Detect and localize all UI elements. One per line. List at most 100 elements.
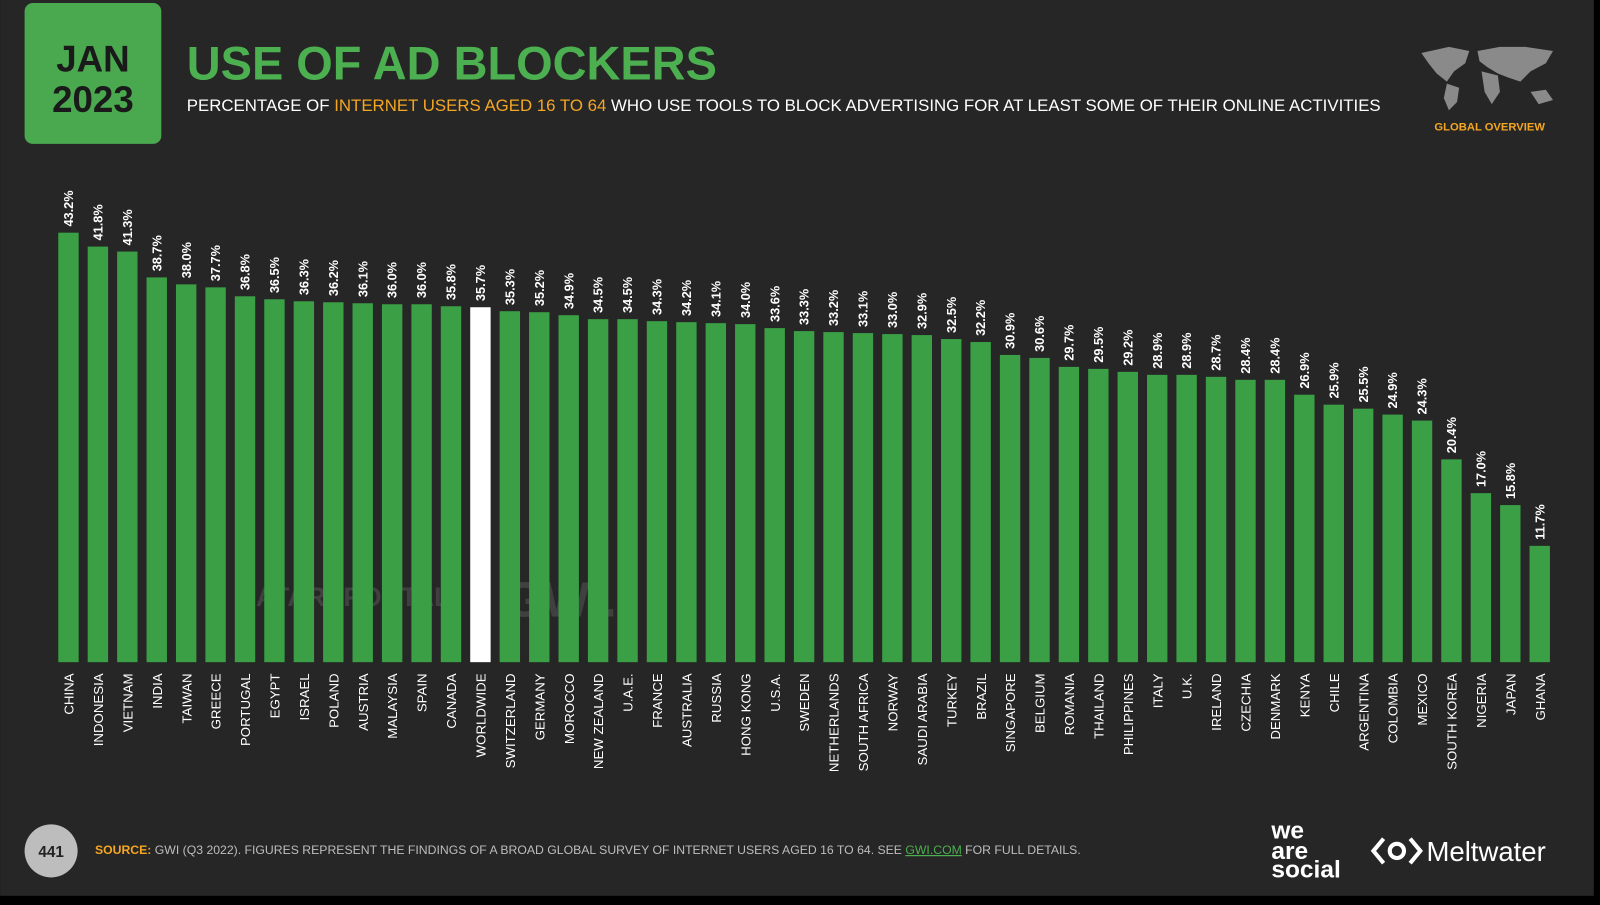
bar [793, 331, 815, 663]
date-year: 2023 [52, 79, 134, 120]
data-label: 36.1% [355, 261, 370, 297]
x-tick-label: ARGENTINA [1356, 673, 1371, 750]
bar [1352, 408, 1374, 663]
bar [676, 322, 697, 663]
data-label: 24.9% [1385, 372, 1400, 408]
x-tick-label: NEW ZEALAND [591, 673, 606, 769]
subtitle-part: WHO USE TOOLS TO BLOCK ADVERTISING FOR A… [606, 96, 1380, 115]
bar [264, 299, 285, 663]
bar [499, 311, 521, 663]
data-label: 36.2% [326, 260, 341, 296]
data-label: 34.0% [738, 282, 753, 318]
data-label: 11.7% [1532, 504, 1547, 539]
bar [1500, 505, 1521, 663]
bar [764, 328, 785, 663]
data-label: 24.3% [1415, 378, 1430, 414]
bar [911, 335, 933, 663]
data-label: 28.4% [1267, 338, 1282, 374]
data-label: 36.0% [385, 262, 400, 298]
data-label: 36.8% [238, 254, 253, 290]
x-tick-label: WORLDWIDE [474, 673, 489, 757]
x-tick-label: SOUTH AFRICA [856, 673, 871, 771]
x-tick-label: HONG KONG [738, 673, 753, 755]
x-tick-label: JAPAN [1503, 673, 1518, 715]
bar [175, 284, 197, 663]
x-tick-label: EGYPT [268, 673, 283, 718]
source-label: SOURCE: [95, 843, 151, 857]
source-end: FOR FULL DETAILS. [962, 843, 1081, 857]
x-tick-label: TURKEY [944, 673, 959, 727]
bar [117, 251, 138, 663]
bar [205, 287, 226, 663]
x-tick-label: ITALY [1150, 673, 1165, 708]
x-tick-label: AUSTRALIA [680, 673, 695, 747]
data-label: 38.0% [179, 242, 194, 278]
x-tick-label: MALAYSIA [385, 673, 400, 738]
data-label: 29.2% [1120, 330, 1135, 366]
x-tick-label: GREECE [209, 673, 224, 729]
data-label: 34.5% [591, 277, 606, 313]
bar [1382, 414, 1403, 663]
logo-meltwater: Meltwater [1426, 836, 1545, 867]
x-tick-label: INDONESIA [91, 673, 106, 746]
data-label: 35.3% [502, 269, 517, 305]
bar [1235, 379, 1256, 663]
bar [1205, 376, 1227, 663]
bar [735, 324, 756, 663]
world-map-icon [1421, 46, 1553, 111]
data-label: 32.2% [973, 300, 988, 336]
data-label: 35.8% [444, 264, 459, 300]
x-tick-label: CZECHIA [1239, 673, 1254, 731]
x-tick-label: COLOMBIA [1386, 673, 1401, 743]
data-label: 29.7% [1062, 325, 1077, 361]
data-label: 15.8% [1503, 463, 1518, 499]
data-label: 28.4% [1238, 338, 1253, 374]
x-tick-label: CANADA [444, 673, 459, 728]
source-text: GWI (Q3 2022). FIGURES REPRESENT THE FIN… [151, 843, 905, 857]
date-box [24, 3, 162, 144]
x-tick-label: NORWAY [885, 673, 900, 731]
data-label: 28.7% [1209, 335, 1224, 371]
bar [381, 304, 403, 663]
data-label: 28.9% [1150, 333, 1165, 369]
x-tick-label: FRANCE [650, 673, 665, 728]
bar [705, 323, 727, 663]
data-label: 38.7% [149, 235, 164, 271]
x-tick-label: KENYA [1297, 673, 1312, 717]
bar [411, 304, 432, 663]
data-label: 32.9% [914, 293, 929, 329]
x-tick-label: SAUDI ARABIA [915, 673, 930, 765]
bar [352, 303, 373, 663]
page-number: 441 [38, 844, 64, 861]
x-tick-label: PHILIPPINES [1121, 673, 1136, 755]
bar [1441, 459, 1462, 663]
data-label: 36.3% [296, 259, 311, 295]
source-link[interactable]: GWI.COM [905, 843, 961, 857]
data-label: 30.9% [1003, 313, 1018, 349]
bar [234, 296, 256, 663]
bar [999, 354, 1021, 663]
data-label: 32.5% [944, 297, 959, 333]
bar [146, 277, 167, 663]
bar [882, 334, 903, 663]
x-tick-label: ISRAEL [297, 673, 312, 720]
bar [646, 321, 668, 663]
region-label: GLOBAL OVERVIEW [1434, 122, 1545, 134]
data-label: 25.9% [1326, 362, 1341, 398]
bar [941, 339, 962, 663]
bar [293, 301, 315, 663]
bar [58, 232, 79, 663]
x-tick-label: THAILAND [1091, 673, 1106, 739]
x-tick-label: VIETNAM [120, 673, 135, 732]
data-label: 33.1% [856, 291, 871, 327]
data-label: 35.2% [532, 270, 547, 306]
x-tick-label: GHANA [1533, 673, 1548, 720]
subtitle-part: PERCENTAGE OF [187, 96, 334, 115]
x-tick-label: BRAZIL [974, 673, 989, 719]
x-tick-label: NIGERIA [1474, 673, 1489, 728]
data-label: 41.3% [120, 209, 135, 245]
subtitle-highlight: INTERNET USERS AGED 16 TO 64 [334, 96, 606, 115]
bar [470, 307, 491, 663]
x-tick-label: IRELAND [1209, 673, 1224, 730]
